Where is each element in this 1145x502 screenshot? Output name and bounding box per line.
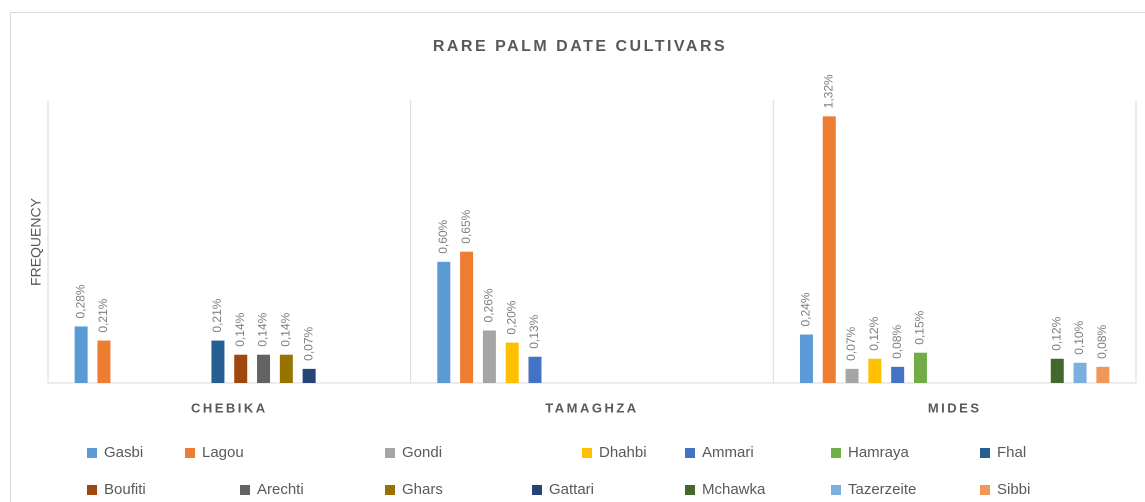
bar (302, 368, 316, 383)
bar (913, 352, 927, 383)
bar (257, 354, 271, 383)
legend-swatch (87, 485, 97, 495)
bar (868, 358, 882, 383)
x-tick-label: CHEBIKA (191, 400, 268, 415)
legend-swatch (185, 448, 195, 458)
chart-frame (10, 12, 1145, 502)
legend-swatch (87, 448, 97, 458)
bar (1073, 362, 1087, 383)
legend-label: Hamraya (848, 444, 910, 461)
data-label: 0,14% (233, 312, 247, 346)
x-tick-label: MIDES (928, 400, 982, 415)
bar (528, 356, 542, 383)
data-label: 0,14% (279, 312, 293, 346)
legend-label: Lagou (202, 444, 244, 461)
bar (845, 368, 859, 383)
bar (97, 340, 111, 383)
data-label: 0,20% (504, 300, 518, 334)
bar (822, 116, 836, 384)
data-label: 0,14% (256, 312, 270, 346)
x-tick-label: TAMAGHZA (545, 400, 638, 415)
legend-label: Tazerzeite (848, 481, 916, 498)
legend-swatch (980, 448, 990, 458)
data-label: 0,26% (482, 288, 496, 322)
bar (1050, 358, 1064, 383)
legend-label: Gattari (549, 481, 594, 498)
legend-label: Ammari (702, 444, 754, 461)
chart-title: RARE PALM DATE CULTIVARS (433, 38, 727, 55)
bar (211, 340, 225, 383)
legend-label: Fhal (997, 444, 1026, 461)
legend-swatch (685, 485, 695, 495)
legend-swatch (582, 448, 592, 458)
bar (74, 326, 88, 383)
data-label: 0,24% (799, 292, 813, 326)
legend-swatch (240, 485, 250, 495)
data-label: 0,60% (436, 219, 450, 253)
data-label: 0,15% (913, 310, 927, 344)
data-label: 0,13% (527, 314, 541, 348)
bar (437, 261, 451, 383)
data-label: 0,07% (301, 327, 315, 361)
data-label: 0,12% (1049, 316, 1063, 350)
data-label: 0,28% (73, 284, 87, 318)
bar (1096, 366, 1110, 383)
legend-label: Gasbi (104, 444, 143, 461)
legend-label: Mchawka (702, 481, 766, 498)
legend-label: Arechti (257, 481, 304, 498)
legend-swatch (980, 485, 990, 495)
data-label: 0,21% (210, 298, 224, 332)
legend-label: Sibbi (997, 481, 1030, 498)
data-label: 0,21% (96, 298, 110, 332)
data-label: 0,08% (1095, 324, 1109, 358)
data-label: 0,12% (867, 316, 881, 350)
data-label: 1,32% (821, 74, 835, 108)
legend-swatch (831, 448, 841, 458)
legend-label: Boufiti (104, 481, 146, 498)
bar (505, 342, 519, 383)
legend-swatch (385, 485, 395, 495)
bar (799, 334, 813, 383)
legend-swatch (532, 485, 542, 495)
legend-swatch (385, 448, 395, 458)
legend-swatch (831, 485, 841, 495)
bar (482, 330, 496, 383)
y-axis-label: FREQUENCY (28, 197, 44, 286)
data-label: 0,65% (459, 209, 473, 243)
legend-label: Gondi (402, 444, 442, 461)
bar (460, 251, 474, 383)
data-label: 0,10% (1072, 320, 1086, 354)
data-label: 0,07% (844, 327, 858, 361)
bar (279, 354, 293, 383)
data-label: 0,08% (890, 324, 904, 358)
bar (234, 354, 248, 383)
legend-label: Dhahbi (599, 444, 647, 461)
bar (891, 366, 905, 383)
legend-label: Ghars (402, 481, 443, 498)
legend-swatch (685, 448, 695, 458)
